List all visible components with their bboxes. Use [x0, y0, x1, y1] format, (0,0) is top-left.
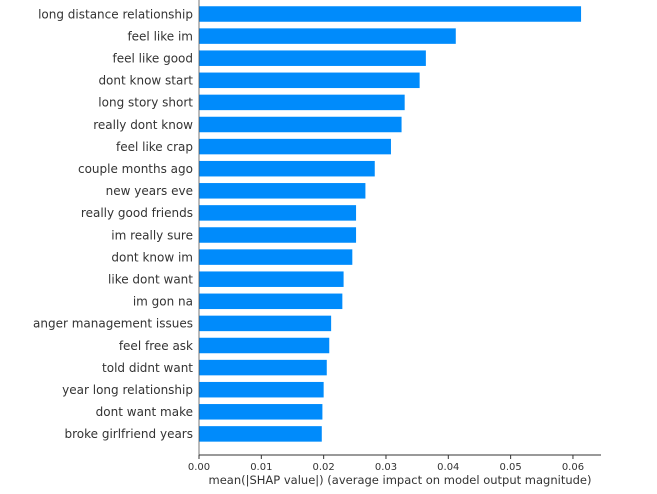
category-label-16: told didnt want: [102, 361, 193, 375]
category-label-2: feel like good: [113, 52, 193, 66]
bar-19: [199, 426, 322, 442]
category-label-4: long story short: [98, 96, 193, 110]
category-label-10: im really sure: [111, 228, 193, 242]
x-axis: 0.00 0.01 0.02 0.03 0.04 0.05 0.06: [188, 0, 601, 473]
bar-13: [199, 293, 343, 310]
category-label-8: new years eve: [106, 184, 193, 198]
category-labels-layer: long distance relationship feel like im fe…: [33, 7, 193, 441]
category-label-15: feel free ask: [119, 339, 193, 353]
category-label-9: really good friends: [81, 206, 193, 220]
bar-17: [199, 381, 324, 398]
bar-7: [199, 160, 375, 177]
category-label-0: long distance relationship: [38, 7, 193, 21]
bar-3: [199, 72, 420, 89]
x-tick-label-3: 0.03: [375, 462, 397, 473]
bar-0: [199, 6, 582, 22]
bar-2: [199, 50, 426, 66]
category-label-1: feel like im: [127, 29, 193, 43]
bar-14: [199, 315, 332, 332]
bar-15: [199, 337, 330, 354]
category-label-7: couple months ago: [78, 162, 193, 176]
category-label-13: im gon na: [133, 295, 193, 309]
category-label-5: really dont know: [93, 118, 193, 132]
category-label-3: dont know start: [98, 74, 193, 88]
bar-10: [199, 227, 357, 243]
bar-1: [199, 28, 456, 44]
bar-16: [199, 359, 327, 376]
x-tick-label-6: 0.06: [562, 462, 584, 473]
bar-18: [199, 404, 323, 420]
bar-4: [199, 94, 405, 111]
category-label-17: year long relationship: [62, 383, 193, 397]
category-label-18: dont want make: [96, 405, 193, 419]
category-label-12: like dont want: [108, 273, 193, 287]
x-tick-label-0: 0.00: [188, 462, 210, 473]
x-tick-label-2: 0.02: [313, 462, 335, 473]
category-label-6: feel like crap: [116, 140, 193, 154]
bar-8: [199, 183, 366, 199]
bars-layer: [199, 6, 582, 442]
x-tick-label-1: 0.01: [250, 462, 272, 473]
category-label-11: dont know im: [111, 250, 193, 264]
x-tick-label-5: 0.05: [499, 462, 521, 473]
bar-5: [199, 116, 402, 133]
bar-6: [199, 138, 391, 155]
bar-11: [199, 249, 353, 265]
x-axis-title: mean(|SHAP value|) (average impact on mo…: [209, 473, 592, 487]
x-tick-label-4: 0.04: [437, 462, 459, 473]
category-label-14: anger management issues: [33, 317, 193, 331]
bar-9: [199, 205, 357, 221]
category-label-19: broke girlfriend years: [64, 427, 193, 441]
bar-12: [199, 271, 344, 287]
